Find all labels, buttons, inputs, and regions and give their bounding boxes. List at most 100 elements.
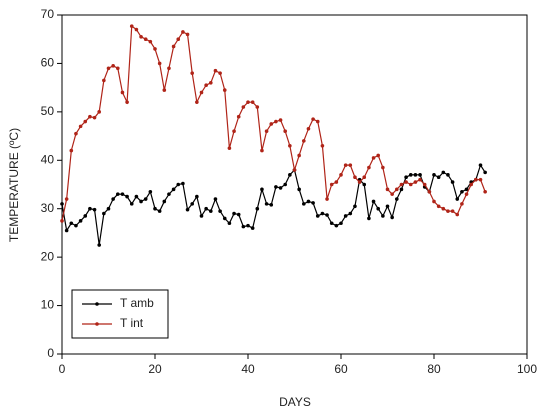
point: [218, 209, 222, 213]
point: [185, 207, 190, 212]
point: [474, 177, 478, 182]
point: [167, 192, 171, 196]
point: [236, 212, 241, 217]
point: [436, 175, 441, 180]
point: [464, 187, 469, 192]
point: [139, 34, 143, 39]
point: [195, 100, 199, 104]
point: [92, 115, 97, 120]
point: [181, 181, 185, 186]
point: [269, 122, 274, 126]
y-tick-label: 40: [41, 152, 55, 166]
point: [148, 189, 153, 194]
y-tick-label: 60: [41, 56, 55, 70]
point: [329, 182, 334, 187]
point: [74, 223, 78, 228]
point: [157, 209, 162, 213]
point: [92, 207, 97, 212]
point: [88, 206, 92, 211]
point: [129, 202, 134, 206]
point: [125, 194, 129, 199]
point: [306, 127, 311, 131]
point: [153, 206, 157, 211]
point: [246, 100, 250, 104]
point: [213, 68, 218, 73]
point: [450, 209, 455, 213]
point: [64, 197, 69, 201]
point: [176, 37, 181, 42]
point: [422, 182, 427, 187]
point: [111, 64, 115, 68]
point: [385, 204, 390, 209]
point: [97, 243, 101, 247]
point: [404, 180, 408, 184]
point: [222, 88, 227, 92]
point: [106, 66, 111, 71]
y-axis-label: TEMPERATURE (ºC): [7, 128, 21, 242]
point: [320, 143, 325, 148]
point: [385, 187, 390, 192]
point: [339, 173, 343, 177]
point: [315, 119, 320, 124]
x-tick-label: 80: [427, 362, 441, 376]
point: [436, 204, 441, 209]
point: [408, 182, 413, 187]
point: [278, 186, 283, 190]
point: [134, 194, 139, 199]
point: [209, 209, 213, 213]
point: [209, 81, 213, 85]
point: [413, 180, 418, 184]
point: [441, 170, 446, 175]
point: [302, 139, 306, 143]
point: [162, 88, 167, 92]
point: [292, 168, 297, 172]
point: [74, 131, 78, 136]
point: [418, 173, 422, 177]
point: [274, 119, 278, 124]
point: [460, 189, 464, 194]
point: [148, 39, 153, 44]
point: [143, 197, 148, 201]
point: [134, 27, 139, 32]
point: [139, 199, 143, 204]
point: [329, 221, 334, 226]
point: [395, 197, 399, 201]
point: [176, 182, 181, 187]
point: [446, 209, 450, 213]
point: [353, 204, 357, 209]
point: [390, 215, 394, 220]
point: [399, 182, 404, 187]
point: [232, 211, 236, 216]
point: [162, 199, 167, 204]
point: [395, 187, 399, 192]
point: [302, 202, 306, 206]
point: [102, 211, 106, 216]
point: [111, 197, 115, 201]
point: [334, 223, 339, 228]
point: [199, 90, 204, 95]
point: [120, 192, 125, 196]
point: [283, 129, 288, 134]
point: [381, 214, 385, 218]
point: [250, 226, 255, 230]
point: [246, 223, 250, 228]
point: [232, 129, 236, 134]
point: [264, 202, 269, 206]
x-tick-label: 20: [148, 362, 162, 376]
point: [185, 32, 190, 37]
series-line: [61, 163, 486, 246]
point: [250, 100, 255, 104]
point: [288, 143, 292, 148]
point: [371, 156, 376, 160]
point: [236, 114, 241, 119]
point: [60, 202, 64, 206]
point: [441, 206, 446, 211]
point: [362, 175, 367, 180]
point: [116, 192, 120, 196]
point: [297, 153, 301, 158]
point: [362, 182, 367, 187]
point: [408, 173, 413, 177]
point: [478, 177, 483, 182]
point: [348, 163, 353, 167]
